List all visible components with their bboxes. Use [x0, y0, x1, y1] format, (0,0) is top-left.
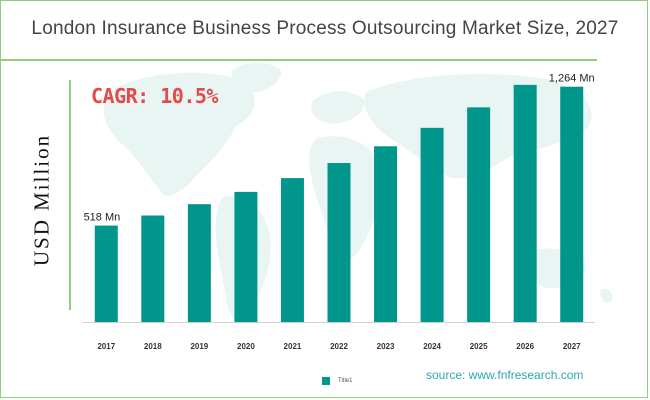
chart-title: London Insurance Business Process Outsou… — [31, 18, 619, 39]
bar-2020 — [234, 191, 258, 322]
bar-2024 — [420, 127, 444, 322]
bar-2021 — [280, 178, 304, 322]
title-divider — [1, 59, 597, 61]
x-tick-2020: 2020 — [237, 342, 255, 351]
bar-2026 — [513, 84, 537, 322]
bar-2022 — [327, 163, 351, 322]
bar-2025 — [467, 107, 491, 322]
bar-2018 — [141, 215, 165, 322]
bar-2023 — [374, 146, 398, 322]
x-tick-2025: 2025 — [470, 342, 488, 351]
x-tick-2019: 2019 — [190, 342, 208, 351]
cagr-annotation: CAGR: 10.5% — [91, 84, 218, 108]
x-tick-2017: 2017 — [97, 342, 115, 351]
legend-swatch — [322, 377, 330, 385]
x-tick-2022: 2022 — [330, 342, 348, 351]
x-tick-2023: 2023 — [377, 342, 395, 351]
bar-2017 — [94, 225, 118, 322]
bar-2027 — [560, 86, 584, 322]
bar-2019 — [187, 204, 211, 322]
x-tick-2026: 2026 — [516, 342, 534, 351]
data-label-2027: 1,264 Mn — [549, 73, 595, 85]
source-credit: source: www.fnfresearch.com — [426, 368, 584, 382]
legend-label: Title1 — [338, 378, 353, 384]
x-tick-2027: 2027 — [563, 342, 581, 351]
data-label-2017: 518 Mn — [84, 212, 121, 224]
x-tick-2021: 2021 — [284, 342, 302, 351]
x-tick-2018: 2018 — [144, 342, 162, 351]
x-tick-2024: 2024 — [423, 342, 441, 351]
